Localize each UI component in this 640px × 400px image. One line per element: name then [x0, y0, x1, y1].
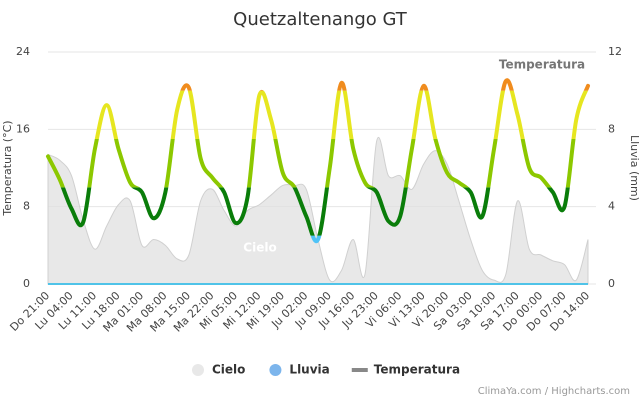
legend-symbol — [192, 364, 204, 376]
temperature-line — [94, 90, 589, 139]
y2-tick-label: 8 — [608, 122, 615, 135]
annotation: Temperatura — [499, 58, 585, 72]
temperature-line — [60, 187, 570, 236]
credits: ClimaYa.com / Highcharts.com — [478, 386, 630, 397]
legend-symbol — [351, 368, 368, 372]
y-tick-label: 8 — [23, 200, 30, 213]
y-axis-label: Temperatura (°C) — [1, 120, 14, 216]
annotation: Cielo — [243, 241, 276, 255]
legend-label: Temperatura — [374, 363, 460, 377]
y2-tick-label: 0 — [608, 277, 615, 290]
y-tick-label: 16 — [16, 122, 30, 135]
legend-label: Lluvia — [289, 363, 329, 377]
y-tick-label: 24 — [16, 45, 30, 58]
y2-tick-label: 4 — [608, 200, 615, 213]
cloud-area — [47, 137, 589, 285]
chart-title: Quetzaltenango GT — [233, 9, 408, 30]
y2-axis-label: Lluvia (mm) — [628, 135, 640, 201]
y-tick-label: 0 — [23, 277, 30, 290]
legend-symbol — [269, 364, 282, 376]
y2-tick-label: 12 — [608, 45, 622, 58]
temperature-line — [310, 235, 322, 244]
legend-label: Cielo — [212, 363, 245, 377]
